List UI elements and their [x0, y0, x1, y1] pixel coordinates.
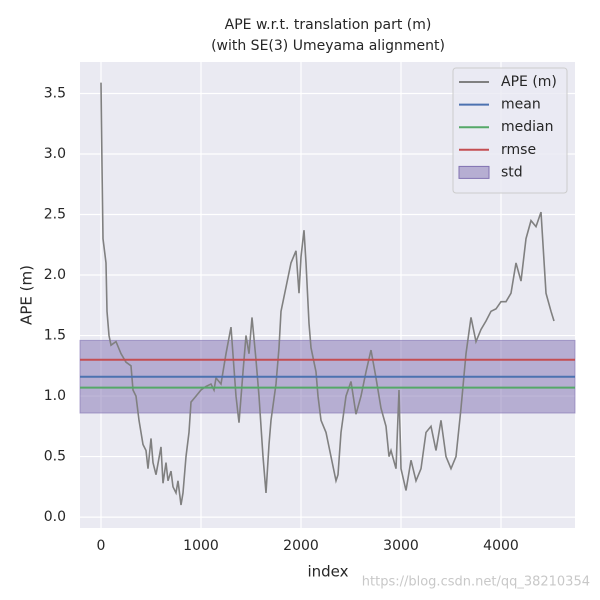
- x-tick-label: 1000: [183, 538, 219, 554]
- y-tick-label: 2.5: [44, 207, 66, 223]
- legend-label: mean: [501, 97, 541, 113]
- chart-title: APE w.r.t. translation part (m): [225, 17, 432, 33]
- x-axis-label: index: [307, 563, 348, 581]
- legend-label: rmse: [501, 142, 536, 158]
- y-tick-label: 1.5: [44, 328, 66, 344]
- y-tick-label: 2.0: [44, 267, 66, 283]
- legend-label: std: [501, 164, 523, 180]
- y-tick-label: 0.5: [44, 449, 66, 465]
- x-tick-label: 3000: [383, 538, 419, 554]
- chart-subtitle: (with SE(3) Umeyama alignment): [211, 38, 445, 54]
- x-tick-label: 0: [97, 538, 106, 554]
- legend-box: [452, 67, 568, 194]
- x-tick-label: 4000: [483, 538, 519, 554]
- ape-line: [100, 82, 555, 506]
- y-tick-label: 0.0: [44, 509, 66, 525]
- y-axis-label: APE (m): [18, 265, 36, 325]
- y-tick-label: 3.5: [44, 85, 66, 101]
- legend-label: median: [501, 119, 553, 135]
- y-tick-label: 3.0: [44, 146, 66, 162]
- x-tick-label: 2000: [283, 538, 319, 554]
- y-tick-label: 1.0: [44, 388, 66, 404]
- watermark: https://blog.csdn.net/qq_38210354: [362, 575, 590, 590]
- legend-swatch: [458, 165, 490, 179]
- legend-label: APE (m): [501, 74, 557, 90]
